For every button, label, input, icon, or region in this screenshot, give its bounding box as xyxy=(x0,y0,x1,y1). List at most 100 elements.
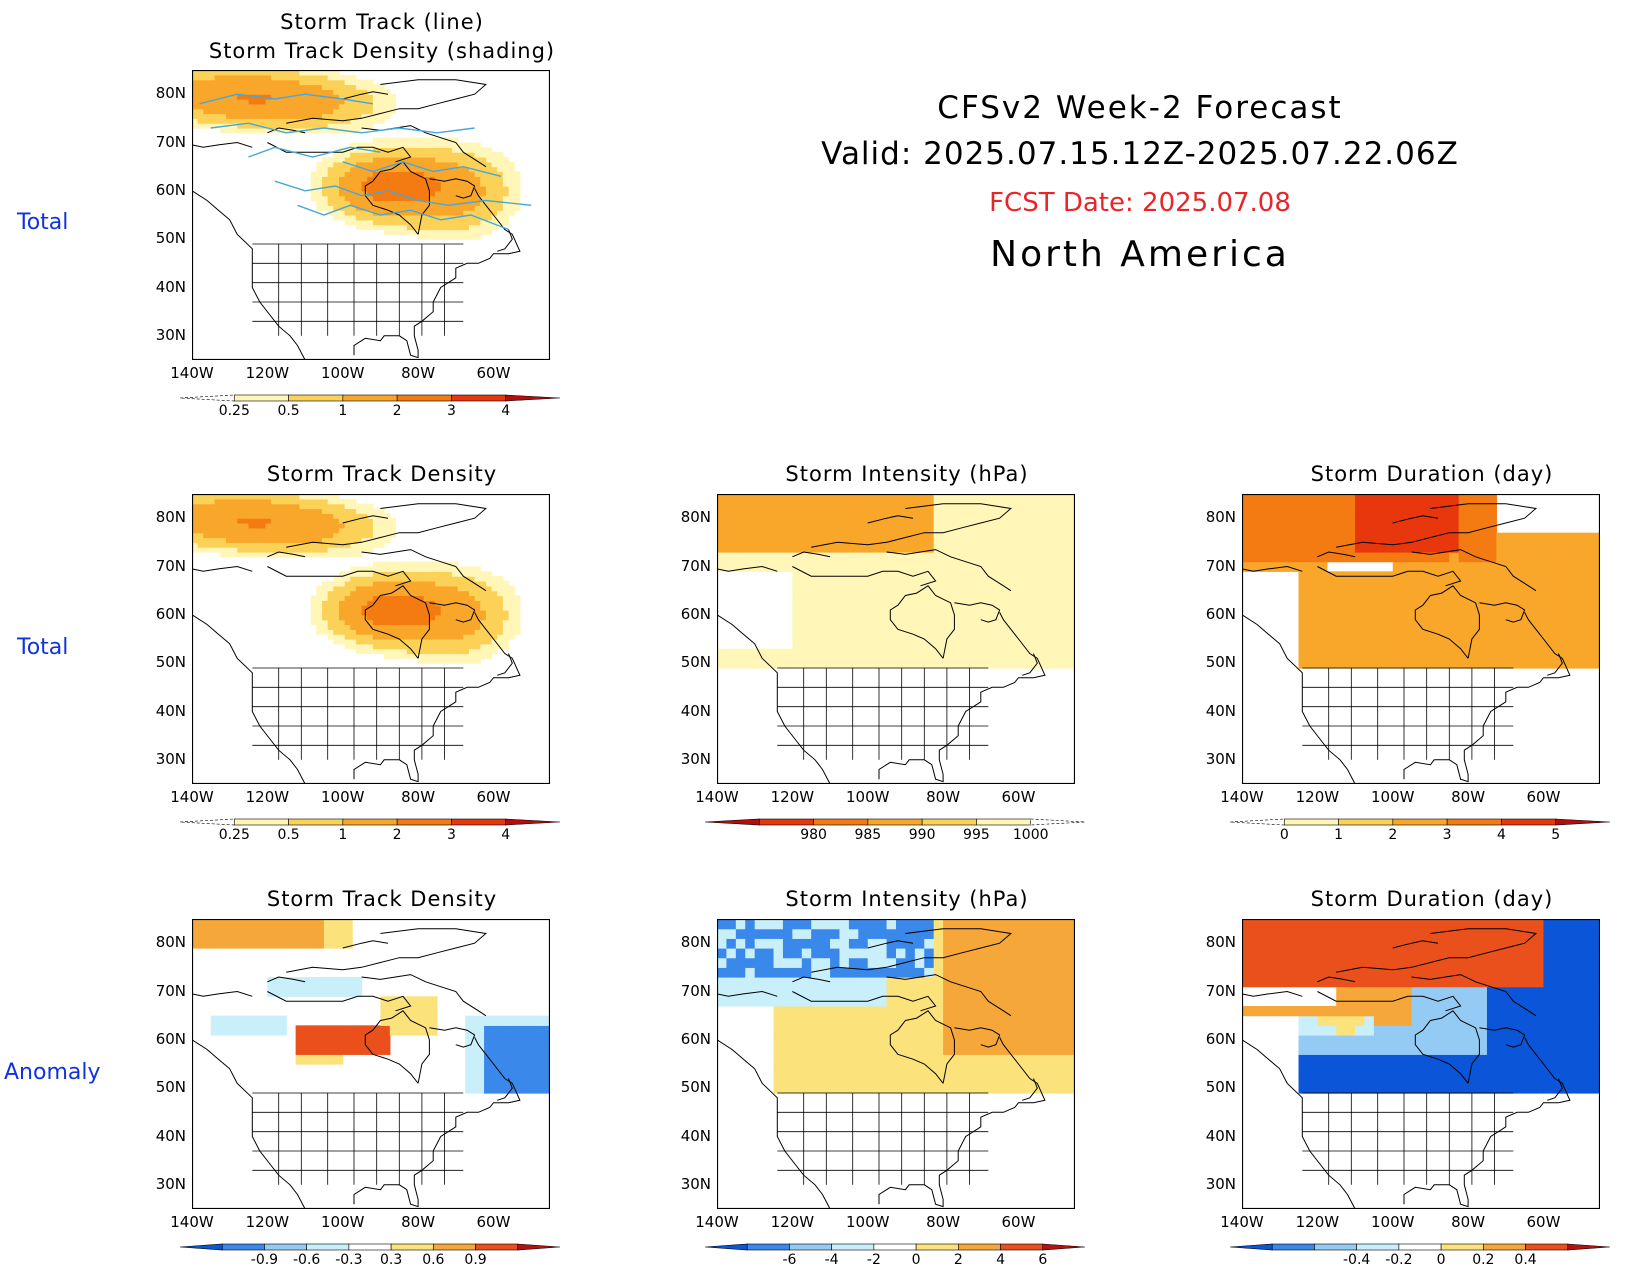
field-cell xyxy=(429,195,436,202)
field-cell xyxy=(1392,571,1403,582)
field-cell xyxy=(1486,658,1497,669)
field-cell xyxy=(237,84,244,90)
field-cell xyxy=(463,190,470,197)
field-cell xyxy=(754,552,765,563)
field-cell xyxy=(1477,639,1488,650)
field-cell xyxy=(412,639,419,645)
field-cell xyxy=(531,1044,542,1055)
colorbar-label: 4 xyxy=(501,827,510,843)
field-cell xyxy=(1543,552,1554,563)
field-cell xyxy=(877,532,888,543)
field-cell xyxy=(220,74,227,81)
field-cell xyxy=(1581,600,1592,611)
field-cell xyxy=(980,639,991,650)
field-cell xyxy=(1468,957,1479,968)
field-cell xyxy=(491,200,498,206)
field-cell xyxy=(384,157,391,163)
field-cell xyxy=(1298,581,1309,592)
field-cell xyxy=(1505,967,1516,978)
field-cell xyxy=(384,113,391,119)
field-cell xyxy=(867,1006,878,1017)
field-cell xyxy=(1018,523,1029,534)
field-cell xyxy=(485,190,493,197)
field-cell xyxy=(192,89,199,95)
field-cell xyxy=(1018,503,1029,514)
field-cell xyxy=(1336,1035,1347,1046)
field-cell xyxy=(197,94,204,100)
field-cell xyxy=(265,547,272,553)
field-cell xyxy=(429,614,436,621)
field-cell xyxy=(367,610,374,616)
field-cell xyxy=(990,513,1001,524)
field-cell xyxy=(355,581,363,587)
field-cell xyxy=(344,523,351,529)
field-cell xyxy=(350,614,357,621)
field-cell xyxy=(338,113,346,119)
field-cell xyxy=(239,928,250,939)
field-cell xyxy=(310,108,317,115)
field-cell xyxy=(1317,610,1328,621)
field-cell xyxy=(203,118,210,124)
field-cell xyxy=(389,219,397,226)
field-cell xyxy=(1496,957,1507,968)
field-cell xyxy=(1289,948,1300,959)
field-cell xyxy=(717,967,728,978)
field-cell xyxy=(310,513,317,519)
field-cell xyxy=(259,70,267,76)
field-cell xyxy=(355,614,363,621)
lat-tick-label: 60N xyxy=(155,604,186,623)
field-cell xyxy=(429,161,436,168)
field-cell xyxy=(242,527,250,534)
field-cell xyxy=(440,639,447,645)
field-cell xyxy=(801,513,812,524)
field-cell xyxy=(265,94,272,100)
field-cell xyxy=(971,552,982,563)
field-cell xyxy=(344,527,351,534)
field-cell xyxy=(1552,571,1563,582)
field-cell xyxy=(344,542,351,548)
field-cell xyxy=(512,1083,523,1094)
field-cell xyxy=(372,171,380,177)
field-cell xyxy=(952,1064,963,1075)
field-cell xyxy=(1477,600,1488,611)
field-cell xyxy=(350,542,357,548)
field-cell xyxy=(830,552,841,563)
field-cell xyxy=(276,532,284,539)
field-cell xyxy=(378,513,385,519)
field-cell xyxy=(1307,590,1318,601)
field-cell xyxy=(877,494,888,505)
field-cell xyxy=(440,152,447,158)
field-cell xyxy=(1449,938,1460,949)
field-cell xyxy=(429,205,436,211)
field-cell xyxy=(961,639,972,650)
field-cell xyxy=(310,498,317,505)
field-cell xyxy=(1056,552,1067,563)
coastline xyxy=(192,565,253,572)
field-cell xyxy=(1317,494,1328,505)
field-cell xyxy=(327,113,334,119)
field-cell xyxy=(468,643,476,650)
field-cell xyxy=(914,1035,925,1046)
field-cell xyxy=(237,498,244,505)
field-cell xyxy=(242,108,250,115)
field-cell xyxy=(1018,629,1029,640)
field-cell xyxy=(1468,503,1479,514)
field-cell xyxy=(367,79,374,86)
field-cell xyxy=(1402,571,1413,582)
field-cell xyxy=(1027,928,1038,939)
field-cell xyxy=(990,938,1001,949)
field-cell xyxy=(389,1025,400,1036)
field-cell xyxy=(372,166,380,173)
field-cell xyxy=(858,1054,869,1065)
field-cell xyxy=(1515,1073,1526,1084)
field-cell xyxy=(371,1035,382,1046)
field-cell xyxy=(1458,610,1469,621)
field-cell xyxy=(457,634,464,640)
field-cell xyxy=(406,210,414,216)
field-cell xyxy=(333,552,340,558)
field-cell xyxy=(896,928,907,939)
field-cell xyxy=(1468,967,1479,978)
map-frame xyxy=(192,919,550,1209)
field-cell xyxy=(1270,1006,1281,1017)
field-cell xyxy=(924,581,935,592)
